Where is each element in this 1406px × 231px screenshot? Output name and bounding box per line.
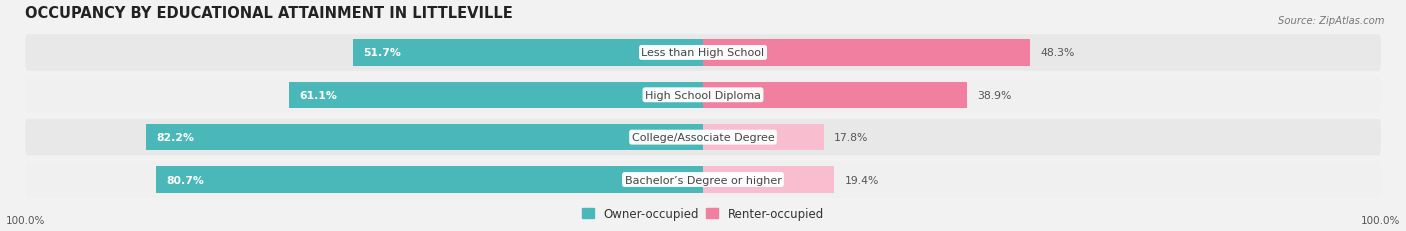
Text: 61.1%: 61.1% [299,90,337,100]
Text: 82.2%: 82.2% [156,133,194,143]
FancyBboxPatch shape [25,35,1381,71]
FancyBboxPatch shape [25,119,1381,156]
Bar [156,167,703,193]
Text: 17.8%: 17.8% [834,133,868,143]
Bar [146,125,703,151]
Text: 51.7%: 51.7% [363,48,401,58]
Text: 38.9%: 38.9% [977,90,1011,100]
Text: Bachelor’s Degree or higher: Bachelor’s Degree or higher [624,175,782,185]
Text: Source: ZipAtlas.com: Source: ZipAtlas.com [1278,16,1385,26]
FancyBboxPatch shape [25,77,1381,113]
Bar [288,82,703,108]
Text: 19.4%: 19.4% [845,175,879,185]
Bar [703,167,835,193]
FancyBboxPatch shape [25,162,1381,198]
Text: 80.7%: 80.7% [166,175,204,185]
Text: Less than High School: Less than High School [641,48,765,58]
Bar [353,40,703,66]
Legend: Owner-occupied, Renter-occupied: Owner-occupied, Renter-occupied [582,207,824,220]
Bar [703,40,1031,66]
Text: 48.3%: 48.3% [1040,48,1076,58]
Text: High School Diploma: High School Diploma [645,90,761,100]
Bar [703,82,967,108]
Text: OCCUPANCY BY EDUCATIONAL ATTAINMENT IN LITTLEVILLE: OCCUPANCY BY EDUCATIONAL ATTAINMENT IN L… [25,6,513,21]
Bar [703,125,824,151]
Text: College/Associate Degree: College/Associate Degree [631,133,775,143]
